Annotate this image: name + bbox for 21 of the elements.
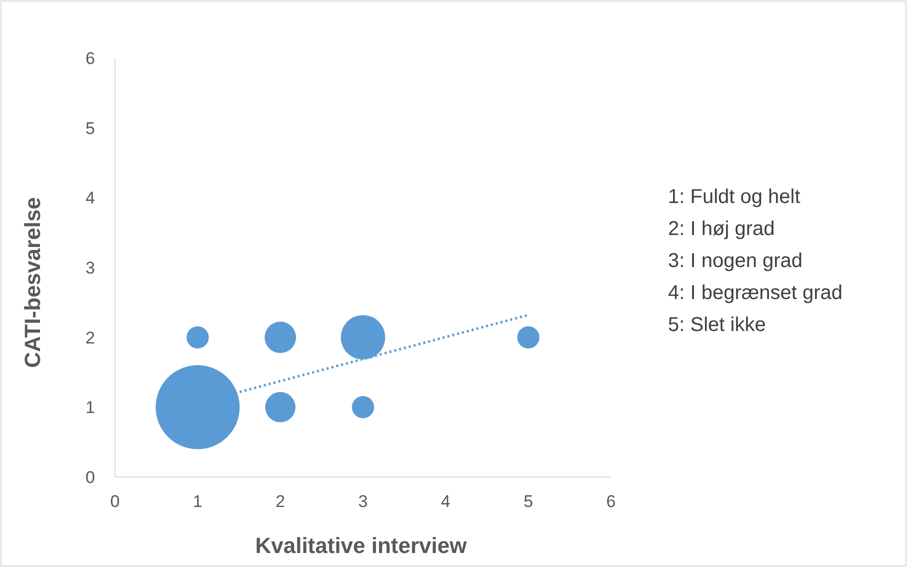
x-tick-label: 6 — [606, 492, 616, 511]
x-tick-label: 3 — [358, 492, 368, 511]
y-tick-label: 1 — [86, 398, 95, 418]
x-axis-title: Kvalitative interview — [255, 533, 468, 558]
text: 3: I nogen grad — [668, 250, 803, 272]
y-tick-label: 6 — [86, 49, 95, 68]
y-tick-label: 3 — [86, 258, 95, 278]
text: 1: Fuldt og helt — [668, 186, 801, 208]
x-tick-label: 4 — [440, 492, 450, 511]
y-tick-label: 4 — [86, 188, 95, 208]
x-tick-label: 2 — [276, 492, 286, 511]
text: 2: I høj grad — [668, 218, 775, 240]
x-tick-label: 5 — [524, 492, 534, 511]
y-tick-label: 2 — [86, 328, 95, 348]
x-tick-label: 0 — [110, 492, 120, 511]
y-tick-label: 5 — [86, 118, 95, 138]
y-tick-label: 0 — [86, 468, 95, 487]
text: 4: I begrænset grad — [668, 282, 843, 304]
y-axis-title: CATI-besvarelse — [20, 197, 45, 368]
text: 5: Slet ikke — [668, 314, 766, 336]
x-tick-label: 1 — [192, 492, 202, 511]
